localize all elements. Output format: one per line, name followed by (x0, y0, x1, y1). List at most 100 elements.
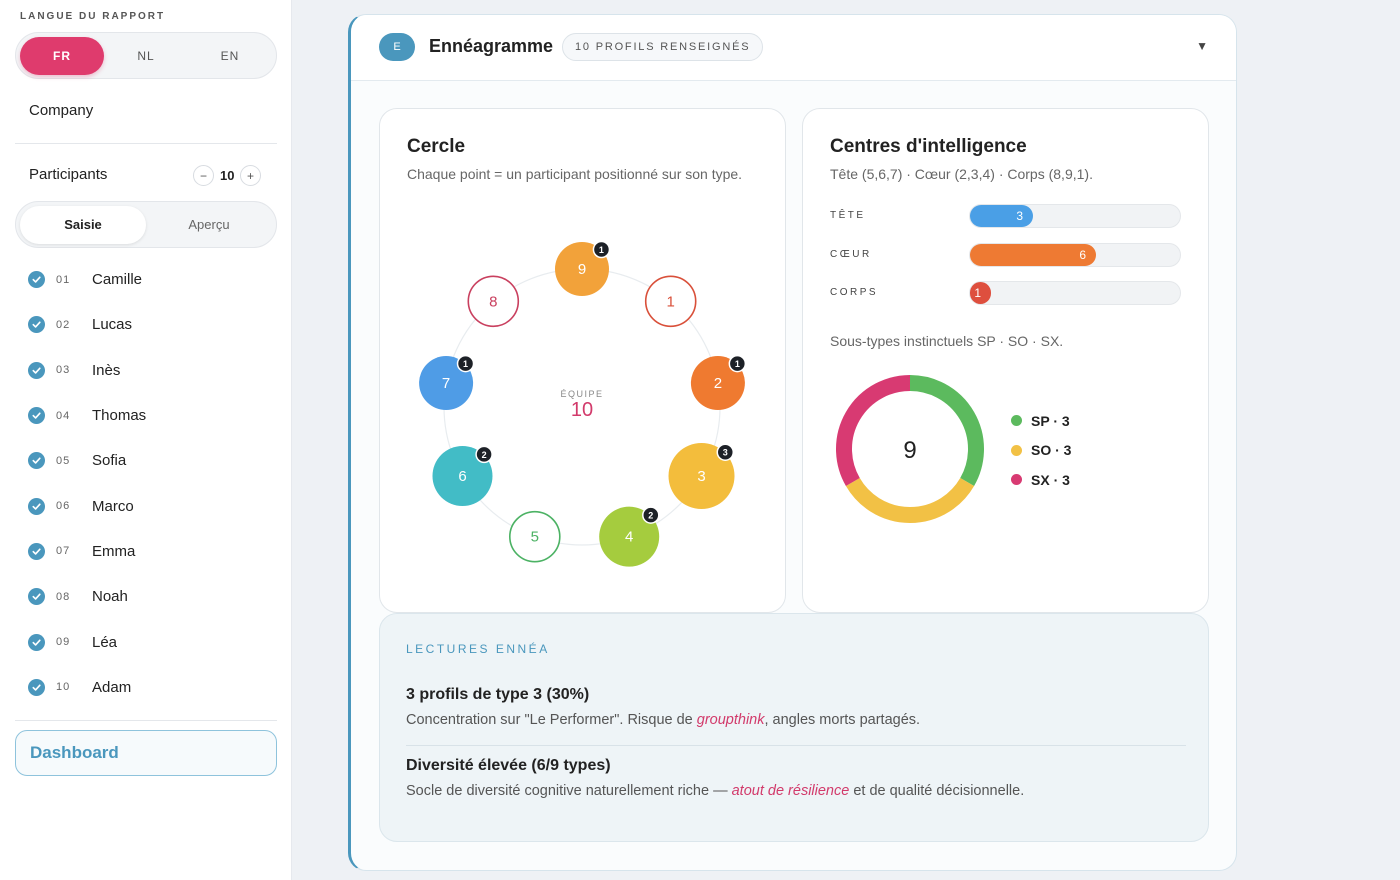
tab-apercu[interactable]: Aperçu (188, 217, 230, 232)
check-icon[interactable] (28, 361, 45, 379)
legend-label: SP · 3 (1031, 412, 1070, 429)
participant-name: Léa (92, 633, 118, 651)
participant-item[interactable]: 07 Emma (28, 529, 278, 574)
lecture-emphasis: groupthink (696, 712, 765, 728)
tab-saisie[interactable]: Saisie (20, 205, 146, 244)
lecture-heading: Diversité élevée (6/9 types) (406, 757, 611, 774)
centres-subtitle: Tête (5,6,7) · Cœur (2,3,4) · Corps (8,9… (830, 166, 1093, 182)
participant-number: 02 (56, 318, 71, 331)
type-count-badge (642, 506, 660, 524)
lang-button-fr[interactable]: FR (20, 36, 104, 75)
participant-name: Inès (92, 361, 121, 379)
type-node-2[interactable]: 21 (690, 354, 747, 411)
type-count-badge (592, 240, 611, 259)
company-name[interactable]: Company (29, 102, 94, 119)
type-node-label: 5 (531, 529, 539, 546)
participant-number: 08 (56, 590, 71, 603)
centre-bar-label: CŒUR (830, 249, 872, 260)
participant-item[interactable]: 08 Noah (28, 574, 278, 619)
lecture-item: Diversité élevée (6/9 types) Socle de di… (406, 757, 1186, 799)
type-node-3[interactable]: 33 (668, 443, 735, 509)
type-node-label: 6 (458, 468, 466, 485)
participant-item[interactable]: 09 Léa (28, 619, 278, 664)
type-node-7[interactable]: 71 (419, 354, 475, 411)
centres-title: Centres d'intelligence (830, 136, 1027, 157)
card-title: Ennéagramme (429, 36, 554, 56)
participant-item[interactable]: 05 Sofia (28, 438, 278, 483)
participant-item[interactable]: 06 Marco (28, 483, 278, 528)
card-header[interactable]: E Ennéagramme 10 PROFILS RENSEIGNÉS ▼ (351, 15, 1236, 81)
subtypes-donut: 9 (836, 375, 984, 523)
centres-panel: Centres d'intelligence Tête (5,6,7) · Cœ… (802, 108, 1209, 613)
participant-item[interactable]: 02 Lucas (28, 302, 278, 347)
centre-bar-row: TÊTE 3 (830, 204, 1185, 228)
divider (15, 143, 277, 144)
centre-bar-fill: 1 (970, 282, 991, 304)
participant-number: 09 (56, 636, 71, 649)
check-icon[interactable] (28, 542, 45, 560)
type-node-label: 9 (578, 261, 586, 278)
lecture-body: Concentration sur "Le Performer". Risque… (406, 712, 921, 728)
donut-slice (845, 477, 975, 523)
type-node-4[interactable]: 42 (599, 506, 660, 567)
type-count-badge (456, 354, 475, 373)
participant-name: Adam (92, 678, 132, 696)
lecture-item: 3 profils de type 3 (30%) Concentration … (406, 686, 1186, 728)
lang-button-nl[interactable]: NL (137, 48, 155, 63)
participant-name: Sofia (92, 452, 127, 470)
type-node-circle (599, 506, 660, 567)
check-icon[interactable] (28, 633, 45, 651)
participant-item[interactable]: 01 Camille (28, 257, 278, 302)
participant-number: 01 (56, 273, 71, 286)
collapse-icon[interactable]: ▼ (1196, 39, 1208, 53)
profiles-count-chip: 10 PROFILS RENSEIGNÉS (562, 33, 764, 61)
participant-number: 07 (56, 545, 71, 558)
type-node-8[interactable]: 8 (467, 275, 520, 328)
donut-slice (909, 375, 984, 486)
cercle-panel: Cercle Chaque point = un participant pos… (379, 108, 786, 613)
team-count: 10 (571, 399, 593, 421)
participant-number: 05 (56, 454, 71, 467)
type-node-label: 2 (714, 375, 722, 392)
check-icon[interactable] (28, 678, 45, 696)
check-icon[interactable] (28, 271, 45, 289)
type-node-5[interactable]: 5 (509, 510, 561, 563)
type-node-1[interactable]: 1 (644, 275, 697, 328)
participants-count: 10 (220, 168, 235, 183)
participant-name: Thomas (92, 407, 147, 425)
participant-name: Camille (92, 271, 143, 289)
participant-item[interactable]: 04 Thomas (28, 393, 278, 438)
legend-dot (1011, 444, 1022, 456)
participant-item[interactable]: 10 Adam (28, 665, 278, 710)
dashboard-button[interactable]: Dashboard (15, 730, 277, 776)
participant-number: 10 (56, 681, 71, 694)
type-node-label: 7 (442, 375, 450, 392)
check-icon[interactable] (28, 316, 45, 334)
centre-bar-fill: 3 (970, 205, 1033, 227)
participant-number: 04 (56, 409, 71, 422)
check-icon[interactable] (28, 407, 45, 425)
type-node-6[interactable]: 62 (432, 445, 493, 506)
donut-total: 9 (903, 437, 916, 464)
lang-button-en[interactable]: EN (220, 48, 240, 63)
legend-item: SP · 3 (1011, 406, 1071, 436)
subtypes-caption: Sous-types instinctuels SP · SO · SX. (830, 333, 1064, 349)
type-node-label: 1 (667, 293, 675, 310)
increment-button[interactable]: + (240, 165, 261, 186)
type-count-label: 1 (599, 245, 604, 255)
type-count-label: 1 (735, 359, 740, 369)
divider (406, 745, 1186, 746)
check-icon[interactable] (28, 497, 45, 515)
enneagram-card: E Ennéagramme 10 PROFILS RENSEIGNÉS ▼ Ce… (348, 14, 1237, 871)
participant-item[interactable]: 03 Inès (28, 348, 278, 393)
centre-bar-fill: 6 (970, 244, 1096, 266)
type-node-9[interactable]: 91 (555, 240, 611, 296)
subtypes-legend: SP · 3 SO · 3 SX · 3 (1011, 406, 1071, 495)
check-icon[interactable] (28, 452, 45, 470)
type-node-label: 8 (489, 293, 497, 310)
type-count-label: 3 (723, 448, 728, 458)
check-icon[interactable] (28, 588, 45, 606)
decrement-button[interactable]: − (193, 165, 214, 186)
cercle-subtitle: Chaque point = un participant positionné… (407, 166, 743, 182)
